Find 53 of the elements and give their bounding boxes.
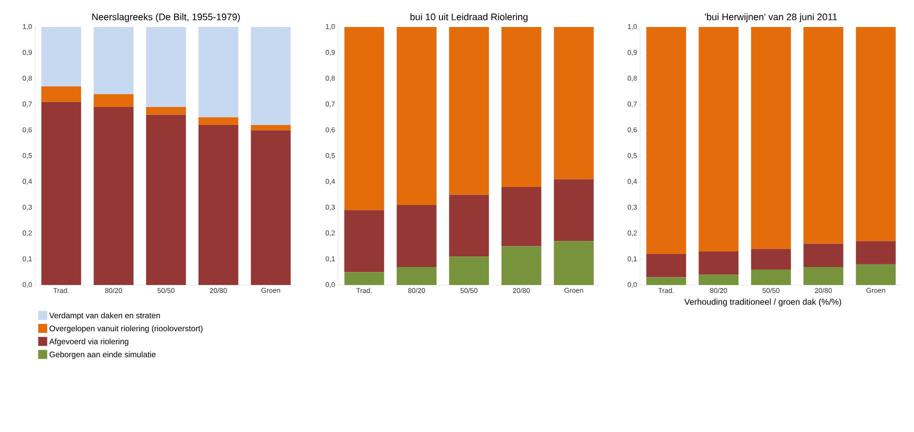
bar — [501, 246, 542, 285]
legend-label: Geborgen aan einde simulatie — [50, 351, 156, 359]
bar — [803, 27, 844, 244]
bar — [94, 27, 134, 94]
bar — [344, 27, 384, 210]
bar — [803, 244, 844, 267]
bar — [94, 94, 134, 107]
bar — [698, 251, 739, 275]
chart-title: bui 10 uit Leidraad Riolering — [410, 13, 528, 22]
bar — [501, 186, 542, 246]
legend-label: Overgelopen vanuit riolering (riooloverstort) — [50, 325, 203, 333]
bar — [751, 248, 791, 270]
bar — [344, 272, 384, 285]
bar — [41, 86, 82, 102]
bar — [41, 27, 82, 86]
legend-label: Verdampt van daken en straten — [49, 312, 160, 320]
bar — [396, 27, 437, 206]
bar — [396, 205, 437, 267]
bar — [856, 241, 896, 264]
chart-title: 'bui Herwijnen' van 28 juni 2011 — [705, 13, 837, 22]
bar — [250, 130, 291, 285]
bar — [554, 27, 594, 180]
bar — [501, 27, 542, 187]
bar — [344, 210, 384, 272]
chart-title: Neerslagreeks (De Bilt, 1955-1979) — [92, 13, 240, 22]
bar — [198, 27, 238, 118]
bar — [751, 27, 791, 249]
bar — [646, 254, 686, 278]
bar — [646, 277, 686, 285]
bar — [803, 266, 844, 285]
bar — [250, 125, 291, 130]
bar — [198, 125, 238, 285]
bar — [554, 241, 594, 285]
bar — [146, 106, 186, 115]
legend-label: Afgevoerd via riolering — [49, 338, 128, 346]
bar — [146, 114, 186, 285]
bar — [449, 256, 489, 285]
bar — [554, 179, 594, 242]
bar — [41, 102, 82, 285]
bar — [198, 117, 238, 126]
bar — [646, 27, 686, 254]
bar — [449, 194, 489, 257]
bar — [856, 27, 896, 242]
bar — [146, 27, 186, 107]
x-axis-title: Verhouding traditioneel / groen dak (%/%) — [684, 298, 842, 306]
bar — [396, 266, 437, 285]
bar — [250, 27, 291, 126]
bar — [449, 27, 489, 195]
bar — [698, 274, 739, 285]
bar — [698, 27, 739, 252]
bar — [751, 270, 791, 285]
bar — [94, 106, 134, 285]
bar — [856, 264, 896, 285]
